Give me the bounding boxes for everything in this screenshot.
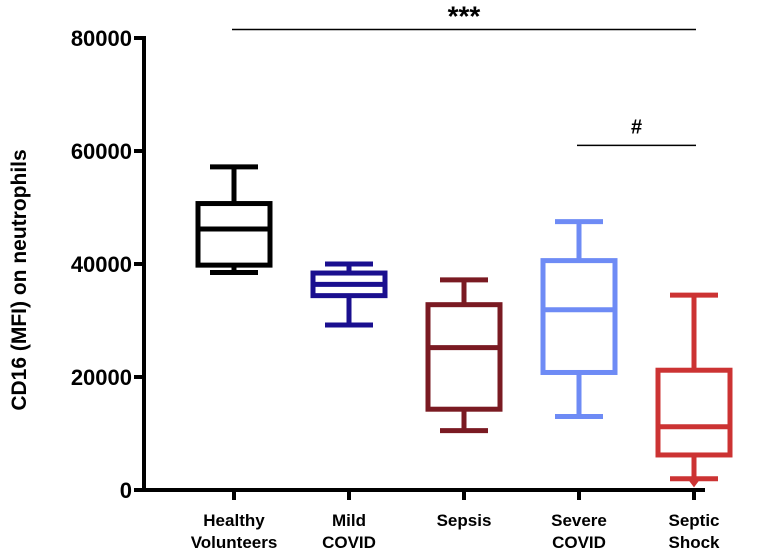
iqr-box bbox=[195, 201, 273, 268]
category-label: Severe bbox=[551, 511, 607, 530]
y-tick-label: 20000 bbox=[71, 365, 132, 390]
category-label: Shock bbox=[668, 533, 720, 551]
category-label: Healthy bbox=[203, 511, 265, 530]
iqr-box bbox=[540, 258, 618, 375]
box-group bbox=[540, 219, 618, 420]
category-label: COVID bbox=[552, 533, 606, 551]
y-tick-label: 0 bbox=[120, 478, 132, 503]
iqr-box bbox=[425, 302, 503, 412]
y-tick-label: 60000 bbox=[71, 139, 132, 164]
category-label: Mild bbox=[332, 511, 366, 530]
axes: 0 20000 40000 60000 80000 Healthy Volunteers Mi… bbox=[71, 26, 720, 551]
outlier-point bbox=[688, 479, 700, 488]
significance-label: *** bbox=[448, 1, 481, 32]
box-series bbox=[195, 164, 733, 488]
box-group bbox=[310, 261, 388, 328]
category-label: Volunteers bbox=[191, 533, 278, 551]
y-tick-label: 40000 bbox=[71, 252, 132, 277]
box-group bbox=[195, 164, 273, 275]
y-tick-label: 80000 bbox=[71, 26, 132, 51]
category-label: COVID bbox=[322, 533, 376, 551]
box-group bbox=[425, 277, 503, 434]
significance-label: # bbox=[631, 116, 642, 138]
category-label: Septic bbox=[668, 511, 719, 530]
box-group bbox=[655, 292, 733, 488]
y-axis-title: CD16 (MFI) on neutrophils bbox=[8, 149, 31, 410]
category-label: Sepsis bbox=[437, 511, 492, 530]
iqr-box bbox=[655, 367, 733, 458]
significance-annotations: *** # bbox=[232, 1, 696, 147]
